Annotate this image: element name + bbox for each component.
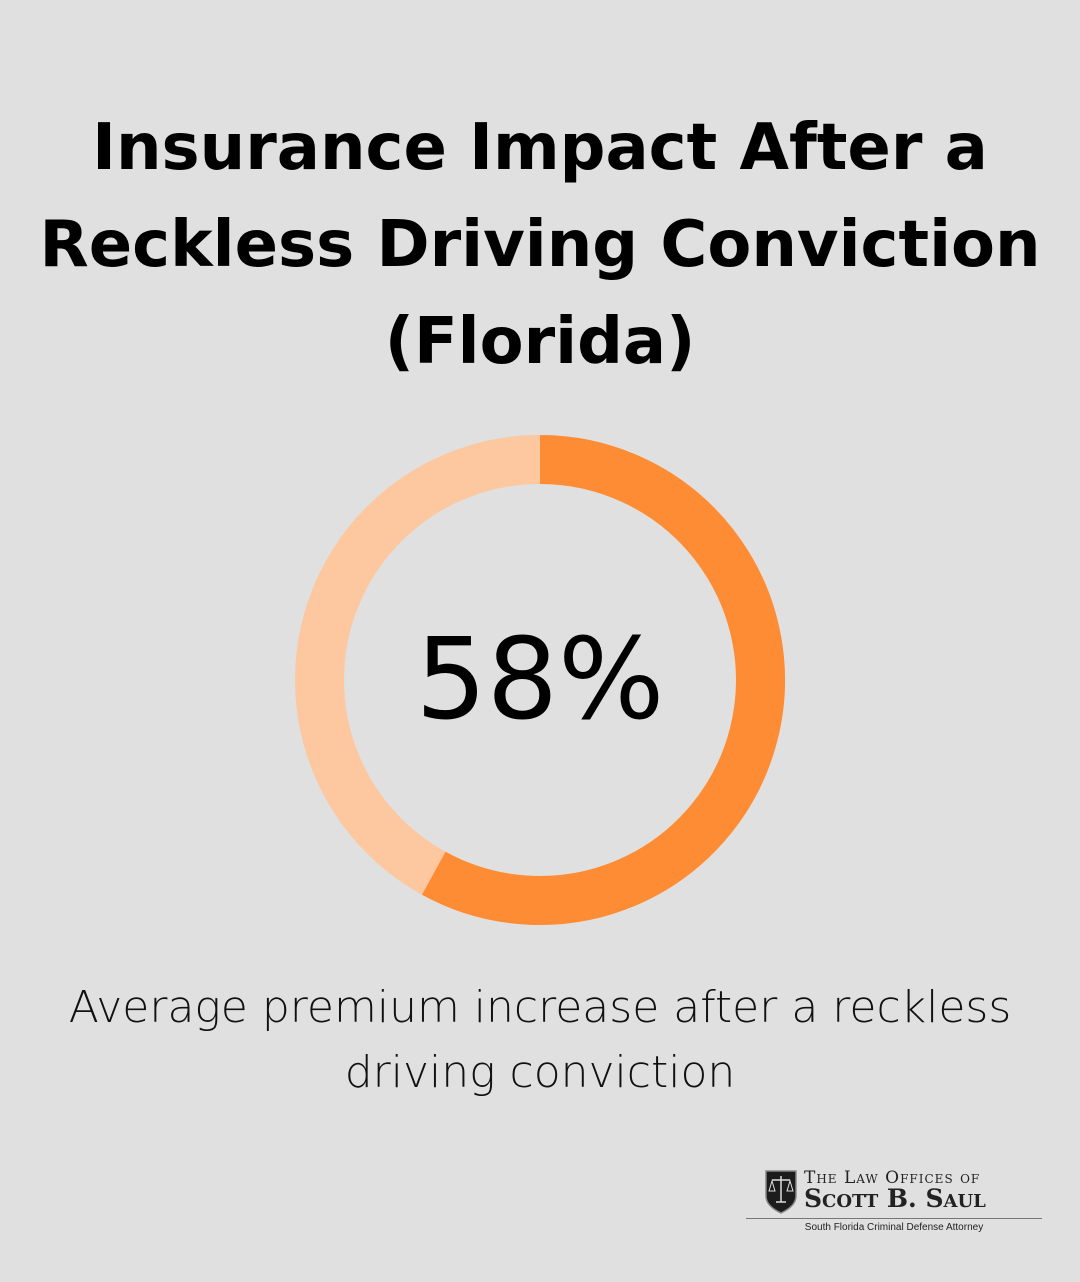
- scales-of-justice-shield-icon: [765, 1170, 797, 1214]
- logo-line2: Scott B. Saul: [804, 1184, 986, 1213]
- chart-title: Insurance Impact After a Reckless Drivin…: [39, 111, 1041, 379]
- logo-tagline: South Florida Criminal Defense Attorney: [804, 1222, 984, 1233]
- donut-slice-value: [422, 435, 785, 925]
- logo-line1: The Law Offices of: [804, 1168, 981, 1188]
- logo-divider: [746, 1218, 1042, 1219]
- law-office-logo: The Law Offices of Scott B. Saul South F…: [746, 1166, 1042, 1236]
- center-value-label: 58%: [415, 615, 665, 745]
- donut-chart: [295, 435, 785, 925]
- caption: Average premium increase after a reckles…: [68, 982, 1012, 1098]
